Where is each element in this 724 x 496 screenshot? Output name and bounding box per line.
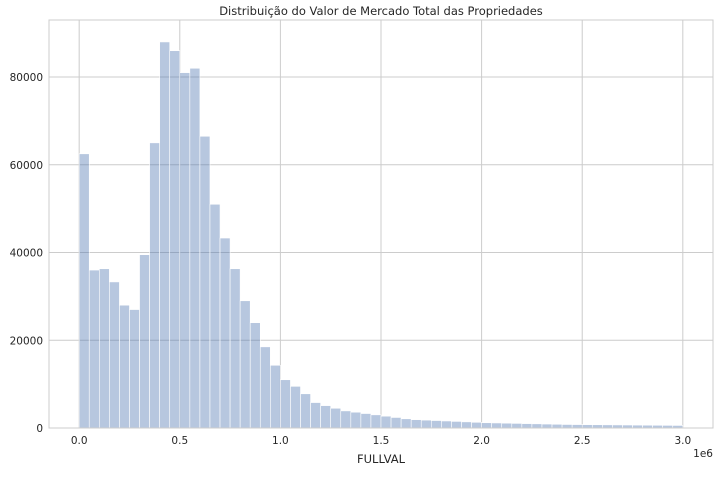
histogram-bar	[541, 423, 553, 429]
y-tick-label: 80000	[10, 72, 43, 84]
histogram-bar	[259, 346, 271, 429]
histogram-bars	[78, 41, 684, 429]
histogram-bar	[581, 424, 593, 429]
histogram-bar	[280, 379, 291, 429]
histogram-bar	[99, 268, 110, 429]
y-tick-label: 20000	[10, 335, 43, 347]
histogram-bar	[380, 415, 392, 429]
histogram-bar	[300, 393, 311, 429]
histogram-bar	[239, 300, 251, 429]
y-tick-label: 60000	[10, 160, 43, 172]
histogram-bar	[270, 364, 281, 429]
histogram-bar	[109, 281, 120, 429]
histogram-bar	[451, 421, 462, 429]
plot-frame	[48, 19, 714, 429]
histogram-bar	[441, 420, 452, 429]
histogram-bar	[491, 422, 503, 429]
x-tick-label: 0.0	[71, 435, 88, 447]
histogram-bar	[420, 419, 432, 429]
histogram-bar	[129, 309, 140, 429]
histogram-bar	[209, 203, 221, 429]
histogram-bar	[531, 423, 543, 429]
histogram-bar	[561, 424, 573, 429]
histogram-bar	[481, 422, 492, 429]
histogram-bar	[219, 237, 231, 429]
histogram-bar	[461, 421, 472, 429]
x-axis-offset-label: 1e6	[693, 448, 713, 460]
histogram-bar	[310, 402, 321, 429]
histogram-bar	[249, 322, 261, 429]
histogram-bar	[149, 142, 160, 429]
x-tick-label: 2.5	[574, 435, 591, 447]
histogram-bar	[88, 269, 100, 429]
histogram-bar	[179, 72, 191, 429]
histogram-bar	[139, 254, 150, 429]
histogram-bar	[511, 423, 523, 429]
x-axis-label: FULLVAL	[357, 452, 406, 466]
x-tick-label: 1.5	[373, 435, 390, 447]
histogram-bar	[290, 386, 301, 429]
x-tick-labels: 0.0 0.5 1.0 1.5 2.0 2.5 3.0	[71, 435, 691, 447]
x-tick-label: 0.5	[171, 435, 188, 447]
histogram-bar	[119, 304, 130, 429]
histogram-bar	[501, 422, 513, 429]
histogram-bar	[431, 420, 442, 429]
x-tick-label: 3.0	[674, 435, 691, 447]
histogram-bar	[78, 153, 90, 429]
histogram-bar	[169, 50, 181, 429]
histogram-bar	[330, 407, 342, 429]
histogram-bar	[410, 419, 422, 429]
histogram-bar	[551, 423, 563, 429]
x-tick-label: 1.0	[272, 435, 289, 447]
histogram-bar	[471, 421, 482, 429]
histogram-bar	[229, 268, 241, 429]
y-tick-label: 0	[36, 423, 43, 435]
histogram-bar	[571, 424, 583, 429]
histogram-bar	[320, 405, 331, 429]
histogram-bar	[199, 135, 211, 429]
chart-title: Distribuição do Valor de Mercado Total d…	[219, 4, 543, 18]
histogram-bar	[350, 411, 362, 429]
y-tick-labels: 0 20000 40000 60000 80000	[10, 72, 43, 435]
histogram-bar	[340, 410, 352, 429]
x-tick-label: 2.0	[473, 435, 490, 447]
histogram-bar	[360, 413, 372, 429]
histogram-bar	[521, 423, 533, 429]
histogram-bar	[390, 417, 402, 429]
histogram-bar	[159, 41, 171, 429]
histogram-bar	[370, 414, 382, 429]
y-tick-label: 40000	[10, 248, 43, 260]
histogram-bar	[400, 418, 412, 429]
histogram-bar	[189, 67, 201, 429]
